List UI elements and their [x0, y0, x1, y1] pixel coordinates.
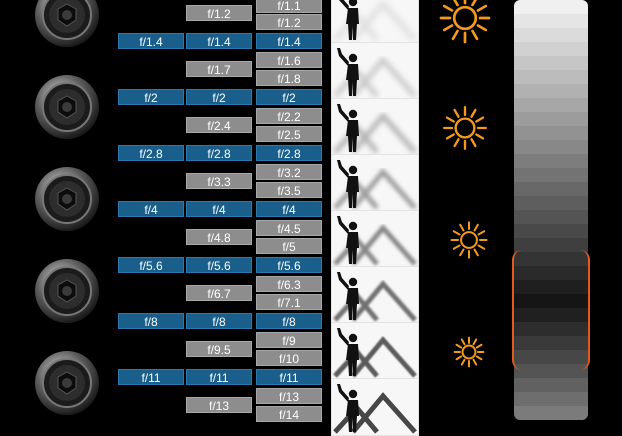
sun-icon [450, 221, 488, 259]
half-stop-label: f/2.4 [186, 117, 252, 133]
half-stop-label: f/9.5 [186, 341, 252, 357]
full-stop-label: f/1.4 [118, 33, 184, 49]
half-stop-full-label: f/4 [186, 201, 252, 217]
grayscale-step [514, 0, 588, 15]
grayscale-step [514, 56, 588, 71]
third-stop-full-label: f/11 [256, 369, 322, 385]
half-stop-label: f/6.7 [186, 285, 252, 301]
third-stop-label: f/5 [256, 238, 322, 254]
grayscale-step [514, 378, 588, 393]
third-stop-label: f/7.1 [256, 294, 322, 310]
person-mountains-scene-icon [331, 378, 419, 436]
full-stop-label: f/8 [118, 313, 184, 329]
grayscale-step [514, 28, 588, 43]
grayscale-strip [514, 0, 588, 420]
grayscale-step [514, 42, 588, 57]
person-mountains-scene-icon [331, 266, 419, 324]
grayscale-step [514, 392, 588, 407]
grayscale-step [514, 140, 588, 155]
full-stop-label: f/11 [118, 369, 184, 385]
half-stop-label: f/13 [186, 397, 252, 413]
full-stop-label: f/2.8 [118, 145, 184, 161]
full-stop-label: f/2 [118, 89, 184, 105]
camera-aperture-icon [35, 351, 99, 415]
third-stop-label: f/10 [256, 350, 322, 366]
grayscale-step [514, 224, 588, 239]
third-stop-label: f/2.2 [256, 108, 322, 124]
camera-aperture-icon [35, 0, 99, 47]
grayscale-step [514, 126, 588, 141]
grayscale-step [514, 308, 588, 323]
third-stop-full-label: f/2.8 [256, 145, 322, 161]
grayscale-step [514, 266, 588, 281]
third-stop-label: f/1.8 [256, 70, 322, 86]
full-stop-label: f/5.6 [118, 257, 184, 273]
grayscale-step [514, 364, 588, 379]
third-stop-full-label: f/2 [256, 89, 322, 105]
person-mountains-scene-icon [331, 0, 419, 44]
third-stop-full-label: f/5.6 [256, 257, 322, 273]
grayscale-step [514, 84, 588, 99]
half-stop-full-label: f/11 [186, 369, 252, 385]
half-stop-label: f/4.8 [186, 229, 252, 245]
grayscale-step [514, 168, 588, 183]
grayscale-step [514, 154, 588, 169]
full-stop-label: f/4 [118, 201, 184, 217]
grayscale-step [514, 210, 588, 225]
grayscale-step [514, 280, 588, 295]
half-stop-full-label: f/2.8 [186, 145, 252, 161]
camera-aperture-icon [35, 75, 99, 139]
third-stop-full-label: f/8 [256, 313, 322, 329]
third-stop-label: f/1.2 [256, 14, 322, 30]
grayscale-step [514, 252, 588, 267]
sun-icon [453, 336, 485, 368]
third-stop-label: f/1.6 [256, 52, 322, 68]
third-stop-label: f/1.1 [256, 0, 322, 13]
half-stop-full-label: f/8 [186, 313, 252, 329]
person-mountains-scene-icon [331, 210, 419, 268]
grayscale-step [514, 196, 588, 211]
grayscale-step [514, 182, 588, 197]
half-stop-full-label: f/2 [186, 89, 252, 105]
third-stop-label: f/3.5 [256, 182, 322, 198]
person-mountains-scene-icon [331, 42, 419, 100]
third-stop-full-label: f/1.4 [256, 33, 322, 49]
half-stop-label: f/1.2 [186, 5, 252, 21]
sun-icon [443, 106, 487, 150]
person-mountains-scene-icon [331, 98, 419, 156]
grayscale-step [514, 14, 588, 29]
grayscale-step [514, 70, 588, 85]
half-stop-label: f/3.3 [186, 173, 252, 189]
grayscale-step [514, 350, 588, 365]
half-stop-full-label: f/1.4 [186, 33, 252, 49]
grayscale-step [514, 336, 588, 351]
third-stop-label: f/2.5 [256, 126, 322, 142]
grayscale-step [514, 294, 588, 309]
third-stop-label: f/13 [256, 388, 322, 404]
grayscale-step [514, 112, 588, 127]
sun-icon [439, 0, 491, 44]
grayscale-step [514, 322, 588, 337]
camera-aperture-icon [35, 259, 99, 323]
grayscale-step [514, 406, 588, 420]
grayscale-step [514, 98, 588, 113]
aperture-chart: f/1.4 f/1.4 f/1.4 f/2 f/2 f/2 f/2.8 f/2.8 f/2.8 f… [35, 0, 590, 436]
third-stop-label: f/9 [256, 332, 322, 348]
camera-aperture-icon [35, 167, 99, 231]
person-mountains-scene-icon [331, 322, 419, 380]
person-mountains-scene-icon [331, 154, 419, 212]
third-stop-label: f/3.2 [256, 164, 322, 180]
half-stop-full-label: f/5.6 [186, 257, 252, 273]
third-stop-full-label: f/4 [256, 201, 322, 217]
grayscale-step [514, 238, 588, 253]
half-stop-label: f/1.7 [186, 61, 252, 77]
third-stop-label: f/6.3 [256, 276, 322, 292]
third-stop-label: f/4.5 [256, 220, 322, 236]
